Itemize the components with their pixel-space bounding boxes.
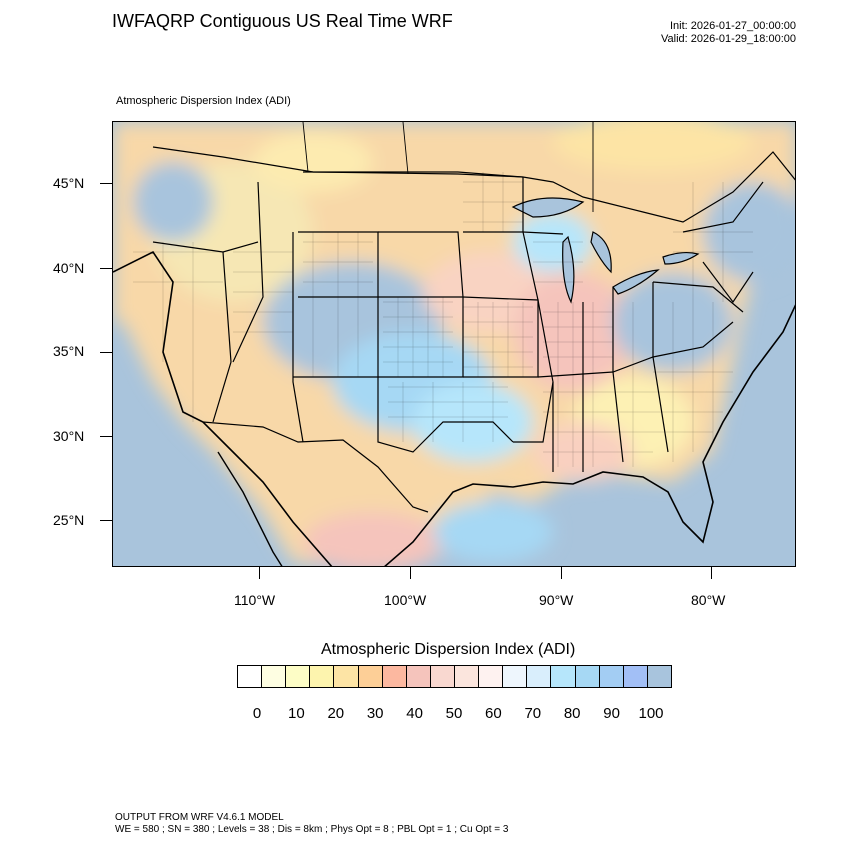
colorbar-label: 0 bbox=[252, 705, 262, 722]
adi-field bbox=[113, 122, 795, 566]
colorbar-label: 60 bbox=[485, 705, 502, 722]
mexico-border bbox=[202, 421, 429, 513]
colorbar-swatch bbox=[382, 666, 407, 687]
map-canvas bbox=[113, 122, 795, 566]
lake-michigan bbox=[562, 235, 575, 304]
colorbar-label: 30 bbox=[366, 705, 384, 722]
colorbar-swatch bbox=[551, 666, 576, 687]
lake-erie bbox=[612, 269, 660, 295]
init-time: Init: 2026-01-27_00:00:00 bbox=[670, 20, 796, 32]
baja-coast bbox=[217, 451, 283, 566]
valid-time: Valid: 2026-01-29_18:00:00 bbox=[661, 33, 796, 45]
colorbar-swatch bbox=[406, 666, 431, 687]
colorbar-swatch bbox=[647, 666, 671, 687]
colorbar-title: Atmospheric Dispersion Index (ADI) bbox=[321, 641, 576, 658]
colorbar-label: 80 bbox=[563, 705, 581, 722]
gulf-east-coastline bbox=[384, 304, 795, 566]
colorbar-label: 100 bbox=[638, 705, 664, 722]
lat-tick bbox=[100, 520, 112, 521]
lat-label-40: 40°N bbox=[53, 260, 85, 276]
colorbar-label: 20 bbox=[327, 705, 345, 722]
colorbar-swatch bbox=[527, 666, 552, 687]
colorbar bbox=[237, 665, 672, 688]
lake-huron bbox=[590, 231, 612, 274]
lon-label-110w: 110°W bbox=[234, 592, 276, 608]
colorbar-swatch bbox=[599, 666, 624, 687]
lake-ontario bbox=[662, 251, 700, 265]
colorbar-swatch bbox=[623, 666, 648, 687]
lon-tick bbox=[410, 567, 411, 579]
lon-label-80w: 80°W bbox=[691, 592, 726, 608]
lon-label-90w: 90°W bbox=[539, 592, 574, 608]
lat-tick bbox=[100, 268, 112, 269]
lon-tick bbox=[561, 567, 562, 579]
colorbar-label: 90 bbox=[603, 705, 620, 722]
lat-label-30: 30°N bbox=[53, 428, 85, 444]
lat-label-25: 25°N bbox=[53, 512, 85, 528]
lon-tick bbox=[259, 567, 260, 579]
page-title: IWFAQRP Contiguous US Real Time WRF bbox=[112, 11, 453, 31]
model-footer: OUTPUT FROM WRF V4.6.1 MODEL WE = 580 ; … bbox=[115, 812, 508, 836]
canada-border bbox=[152, 146, 795, 223]
colorbar-swatch bbox=[575, 666, 600, 687]
colorbar-label: 40 bbox=[406, 705, 423, 722]
colorbar-swatch bbox=[454, 666, 480, 687]
colorbar-swatch bbox=[238, 666, 263, 687]
province-boundaries bbox=[302, 122, 594, 212]
colorbar-label: 10 bbox=[288, 705, 305, 722]
lat-tick bbox=[100, 183, 112, 184]
lat-tick bbox=[100, 436, 112, 437]
colorbar-label: 70 bbox=[524, 705, 542, 722]
run-times: Init: 2026-01-27_00:00:00 Valid: 2026-01… bbox=[661, 20, 796, 46]
adi-map bbox=[112, 121, 796, 567]
field-subtitle: Atmospheric Dispersion Index (ADI) bbox=[116, 95, 291, 107]
lake-superior bbox=[511, 197, 585, 218]
colorbar-swatch bbox=[358, 666, 383, 687]
model-settings: WE = 580 ; SN = 380 ; Levels = 38 ; Dis … bbox=[115, 824, 509, 835]
colorbar-swatch bbox=[479, 666, 504, 687]
colorbar-swatch bbox=[334, 666, 359, 687]
colorbar-swatch bbox=[262, 666, 287, 687]
lon-tick bbox=[711, 567, 712, 579]
county-boundaries bbox=[133, 172, 753, 467]
colorbar-label: 50 bbox=[445, 705, 463, 722]
lat-label-45: 45°N bbox=[53, 175, 85, 191]
colorbar-swatch bbox=[430, 666, 455, 687]
colorbar-swatch bbox=[310, 666, 335, 687]
lat-label-35: 35°N bbox=[53, 343, 85, 359]
lon-label-100w: 100°W bbox=[384, 592, 427, 608]
lat-tick bbox=[100, 352, 112, 353]
colorbar-swatch bbox=[286, 666, 311, 687]
colorbar-swatch bbox=[503, 666, 528, 687]
model-version: OUTPUT FROM WRF V4.6.1 MODEL bbox=[115, 812, 284, 823]
